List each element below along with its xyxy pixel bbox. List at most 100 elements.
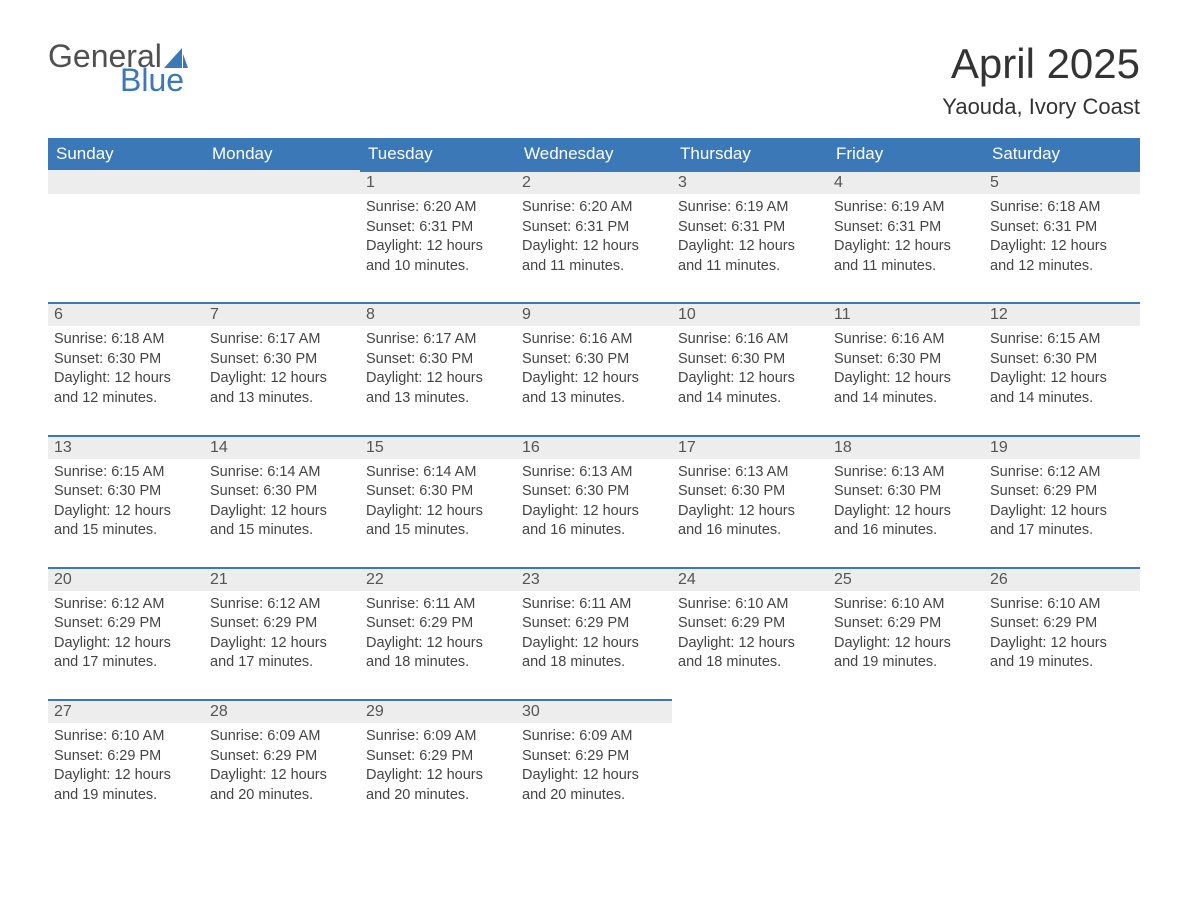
- sunset-text: Sunset: 6:30 PM: [678, 350, 822, 370]
- calendar-day-cell: 3Sunrise: 6:19 AMSunset: 6:31 PMDaylight…: [672, 170, 828, 302]
- weekday-header: Sunday: [48, 138, 204, 170]
- sunset-text: Sunset: 6:29 PM: [210, 747, 354, 767]
- sunrise-text: Sunrise: 6:16 AM: [834, 330, 978, 350]
- calendar-day-cell: [672, 699, 828, 831]
- daylight-text: Daylight: 12 hours and 17 minutes.: [54, 634, 198, 673]
- day-number: [984, 699, 1140, 723]
- day-body: [984, 723, 1140, 829]
- sunset-text: Sunset: 6:30 PM: [210, 482, 354, 502]
- daylight-text: Daylight: 12 hours and 16 minutes.: [678, 502, 822, 541]
- weekday-header: Thursday: [672, 138, 828, 170]
- weekday-header-row: Sunday Monday Tuesday Wednesday Thursday…: [48, 138, 1140, 170]
- sunrise-text: Sunrise: 6:15 AM: [54, 463, 198, 483]
- daylight-text: Daylight: 12 hours and 14 minutes.: [678, 369, 822, 408]
- calendar-day-cell: 16Sunrise: 6:13 AMSunset: 6:30 PMDayligh…: [516, 435, 672, 567]
- calendar-week-row: 6Sunrise: 6:18 AMSunset: 6:30 PMDaylight…: [48, 302, 1140, 434]
- day-number: 15: [360, 435, 516, 459]
- daylight-text: Daylight: 12 hours and 20 minutes.: [210, 766, 354, 805]
- sunrise-text: Sunrise: 6:09 AM: [522, 727, 666, 747]
- sunset-text: Sunset: 6:31 PM: [678, 218, 822, 238]
- day-body: Sunrise: 6:10 AMSunset: 6:29 PMDaylight:…: [672, 591, 828, 699]
- day-body: Sunrise: 6:09 AMSunset: 6:29 PMDaylight:…: [204, 723, 360, 831]
- day-body: Sunrise: 6:10 AMSunset: 6:29 PMDaylight:…: [48, 723, 204, 831]
- day-body: Sunrise: 6:17 AMSunset: 6:30 PMDaylight:…: [360, 326, 516, 434]
- calendar-day-cell: 13Sunrise: 6:15 AMSunset: 6:30 PMDayligh…: [48, 435, 204, 567]
- sunset-text: Sunset: 6:30 PM: [522, 350, 666, 370]
- sunset-text: Sunset: 6:29 PM: [366, 614, 510, 634]
- calendar-day-cell: 21Sunrise: 6:12 AMSunset: 6:29 PMDayligh…: [204, 567, 360, 699]
- weekday-header: Monday: [204, 138, 360, 170]
- weekday-header: Friday: [828, 138, 984, 170]
- sunrise-text: Sunrise: 6:17 AM: [366, 330, 510, 350]
- day-number: [48, 170, 204, 194]
- day-number: 10: [672, 302, 828, 326]
- calendar-day-cell: 6Sunrise: 6:18 AMSunset: 6:30 PMDaylight…: [48, 302, 204, 434]
- day-number: 26: [984, 567, 1140, 591]
- sunset-text: Sunset: 6:29 PM: [678, 614, 822, 634]
- sunrise-text: Sunrise: 6:09 AM: [366, 727, 510, 747]
- day-number: 6: [48, 302, 204, 326]
- day-number: 2: [516, 170, 672, 194]
- sunset-text: Sunset: 6:29 PM: [522, 614, 666, 634]
- sunset-text: Sunset: 6:29 PM: [522, 747, 666, 767]
- day-body: Sunrise: 6:11 AMSunset: 6:29 PMDaylight:…: [516, 591, 672, 699]
- day-body: Sunrise: 6:16 AMSunset: 6:30 PMDaylight:…: [516, 326, 672, 434]
- calendar-day-cell: 28Sunrise: 6:09 AMSunset: 6:29 PMDayligh…: [204, 699, 360, 831]
- day-number: 29: [360, 699, 516, 723]
- sunrise-text: Sunrise: 6:13 AM: [678, 463, 822, 483]
- sunset-text: Sunset: 6:30 PM: [990, 350, 1134, 370]
- day-body: Sunrise: 6:12 AMSunset: 6:29 PMDaylight:…: [204, 591, 360, 699]
- sunrise-text: Sunrise: 6:10 AM: [990, 595, 1134, 615]
- calendar-day-cell: 15Sunrise: 6:14 AMSunset: 6:30 PMDayligh…: [360, 435, 516, 567]
- sunrise-text: Sunrise: 6:11 AM: [522, 595, 666, 615]
- daylight-text: Daylight: 12 hours and 16 minutes.: [522, 502, 666, 541]
- daylight-text: Daylight: 12 hours and 15 minutes.: [366, 502, 510, 541]
- calendar-day-cell: 1Sunrise: 6:20 AMSunset: 6:31 PMDaylight…: [360, 170, 516, 302]
- day-number: [204, 170, 360, 194]
- daylight-text: Daylight: 12 hours and 10 minutes.: [366, 237, 510, 276]
- daylight-text: Daylight: 12 hours and 15 minutes.: [54, 502, 198, 541]
- day-body: [828, 723, 984, 829]
- location-label: Yaouda, Ivory Coast: [942, 94, 1140, 120]
- sunset-text: Sunset: 6:31 PM: [522, 218, 666, 238]
- calendar-week-row: 27Sunrise: 6:10 AMSunset: 6:29 PMDayligh…: [48, 699, 1140, 831]
- daylight-text: Daylight: 12 hours and 16 minutes.: [834, 502, 978, 541]
- calendar-day-cell: 19Sunrise: 6:12 AMSunset: 6:29 PMDayligh…: [984, 435, 1140, 567]
- sunrise-text: Sunrise: 6:16 AM: [678, 330, 822, 350]
- calendar-day-cell: 4Sunrise: 6:19 AMSunset: 6:31 PMDaylight…: [828, 170, 984, 302]
- day-body: Sunrise: 6:10 AMSunset: 6:29 PMDaylight:…: [984, 591, 1140, 699]
- sunrise-text: Sunrise: 6:12 AM: [990, 463, 1134, 483]
- day-number: 28: [204, 699, 360, 723]
- sunset-text: Sunset: 6:29 PM: [990, 482, 1134, 502]
- sunrise-text: Sunrise: 6:16 AM: [522, 330, 666, 350]
- day-body: Sunrise: 6:14 AMSunset: 6:30 PMDaylight:…: [360, 459, 516, 567]
- day-body: Sunrise: 6:19 AMSunset: 6:31 PMDaylight:…: [672, 194, 828, 302]
- month-title: April 2025: [942, 40, 1140, 88]
- day-number: 9: [516, 302, 672, 326]
- daylight-text: Daylight: 12 hours and 14 minutes.: [990, 369, 1134, 408]
- sunrise-text: Sunrise: 6:15 AM: [990, 330, 1134, 350]
- sunset-text: Sunset: 6:30 PM: [54, 482, 198, 502]
- sunrise-text: Sunrise: 6:10 AM: [834, 595, 978, 615]
- day-body: Sunrise: 6:20 AMSunset: 6:31 PMDaylight:…: [360, 194, 516, 302]
- sunset-text: Sunset: 6:30 PM: [834, 482, 978, 502]
- calendar-day-cell: 12Sunrise: 6:15 AMSunset: 6:30 PMDayligh…: [984, 302, 1140, 434]
- calendar-day-cell: 2Sunrise: 6:20 AMSunset: 6:31 PMDaylight…: [516, 170, 672, 302]
- day-body: Sunrise: 6:09 AMSunset: 6:29 PMDaylight:…: [516, 723, 672, 831]
- day-body: Sunrise: 6:20 AMSunset: 6:31 PMDaylight:…: [516, 194, 672, 302]
- daylight-text: Daylight: 12 hours and 11 minutes.: [522, 237, 666, 276]
- calendar-day-cell: [984, 699, 1140, 831]
- daylight-text: Daylight: 12 hours and 20 minutes.: [522, 766, 666, 805]
- title-block: April 2025 Yaouda, Ivory Coast: [942, 40, 1140, 120]
- sunset-text: Sunset: 6:31 PM: [834, 218, 978, 238]
- sunset-text: Sunset: 6:30 PM: [54, 350, 198, 370]
- calendar-day-cell: [828, 699, 984, 831]
- sunrise-text: Sunrise: 6:10 AM: [678, 595, 822, 615]
- calendar-day-cell: 24Sunrise: 6:10 AMSunset: 6:29 PMDayligh…: [672, 567, 828, 699]
- weekday-header: Tuesday: [360, 138, 516, 170]
- daylight-text: Daylight: 12 hours and 17 minutes.: [990, 502, 1134, 541]
- weekday-header: Saturday: [984, 138, 1140, 170]
- day-body: Sunrise: 6:13 AMSunset: 6:30 PMDaylight:…: [672, 459, 828, 567]
- day-body: Sunrise: 6:12 AMSunset: 6:29 PMDaylight:…: [984, 459, 1140, 567]
- sunrise-text: Sunrise: 6:12 AM: [54, 595, 198, 615]
